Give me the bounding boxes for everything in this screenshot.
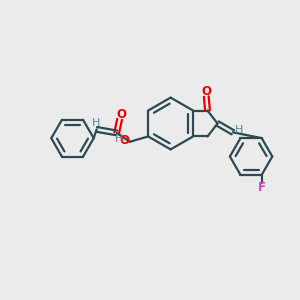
Text: O: O [119, 134, 129, 147]
Text: O: O [201, 85, 211, 98]
Text: H: H [115, 134, 123, 144]
Text: H: H [92, 118, 100, 128]
Text: H: H [235, 125, 244, 135]
Text: F: F [258, 181, 266, 194]
Text: O: O [116, 109, 126, 122]
